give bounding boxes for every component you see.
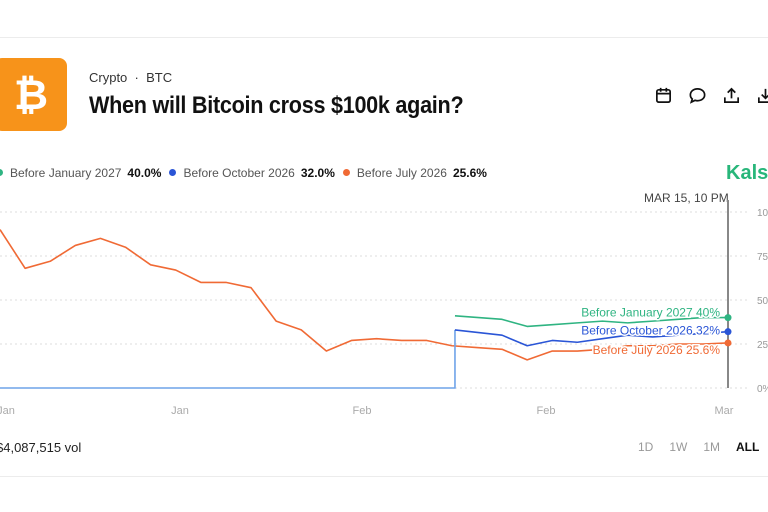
y-tick-label: 75% [757, 252, 768, 263]
hover-timestamp: MAR 15, 10 PM [644, 191, 729, 205]
series-end-dot [724, 339, 732, 347]
legend-dot [0, 169, 3, 176]
range-1w[interactable]: 1W [669, 440, 688, 454]
legend-dot [169, 169, 177, 176]
brand-logo: Kalshi [726, 162, 768, 184]
breadcrumb-ticker[interactable]: BTC [146, 70, 173, 85]
series-end-label: Before January 2027 40% [581, 306, 720, 320]
bottom-divider [0, 476, 768, 477]
x-tick-label: Feb [537, 405, 556, 417]
series-end-dot [724, 328, 732, 336]
breadcrumb-category[interactable]: Crypto [89, 70, 128, 85]
x-tick-label: Jan [171, 405, 189, 417]
y-tick-label: 0% [757, 384, 768, 395]
breadcrumb-separator: · [134, 70, 139, 85]
series-line [0, 229, 729, 361]
series-end-label: Before July 2026 25.6% [593, 343, 721, 357]
y-tick-label: 100% [757, 208, 768, 219]
x-tick-label: Jan [0, 405, 15, 417]
y-tick-label: 50% [757, 296, 768, 307]
bitcoin-icon: ₿ [13, 73, 47, 117]
volume: $4,087,515 vol [0, 440, 82, 455]
range-1d[interactable]: 1D [638, 440, 654, 454]
series-line [454, 329, 729, 347]
legend: Before January 2027 40.0% Before October … [0, 166, 487, 180]
top-divider [0, 37, 768, 38]
legend-label: Before July 2026 [356, 166, 447, 180]
legend-dot [342, 169, 350, 176]
series-end-label: Before October 2026 32% [581, 324, 720, 338]
range-selector: 1D 1W 1M ALL ≡ [638, 440, 768, 454]
comment-icon[interactable] [688, 86, 707, 105]
series-end-dot [724, 314, 732, 322]
range-1m[interactable]: 1M [703, 440, 721, 454]
download-icon[interactable] [756, 86, 768, 105]
breadcrumb: Crypto · BTC [89, 70, 172, 85]
legend-item: Before January 2027 40.0% [0, 166, 161, 180]
share-icon[interactable] [722, 86, 741, 105]
legend-item: Before October 2026 32.0% [169, 166, 335, 180]
bitcoin-logo: ₿ [0, 58, 67, 131]
legend-label: Before January 2027 [10, 166, 122, 180]
series-line [454, 315, 728, 328]
legend-value: 40.0% [127, 166, 162, 180]
legend-label: Before October 2026 [183, 166, 295, 180]
legend-value: 25.6% [452, 166, 487, 180]
range-all[interactable]: ALL [736, 440, 760, 454]
legend-item: Before July 2026 25.6% [342, 166, 487, 180]
calendar-icon[interactable] [654, 86, 673, 105]
page-title: When will Bitcoin cross $100k again? [89, 92, 464, 119]
price-chart[interactable]: 100% 75% 50% 25% 0% Jan Jan Feb Feb Mar Before Jan… [0, 200, 768, 425]
svg-text:₿: ₿ [13, 73, 47, 117]
series-line-prefix [0, 329, 456, 389]
x-tick-label: Feb [353, 405, 372, 417]
y-tick-label: 25% [757, 340, 768, 351]
legend-value: 32.0% [300, 166, 335, 180]
x-tick-label: Mar [715, 405, 734, 417]
